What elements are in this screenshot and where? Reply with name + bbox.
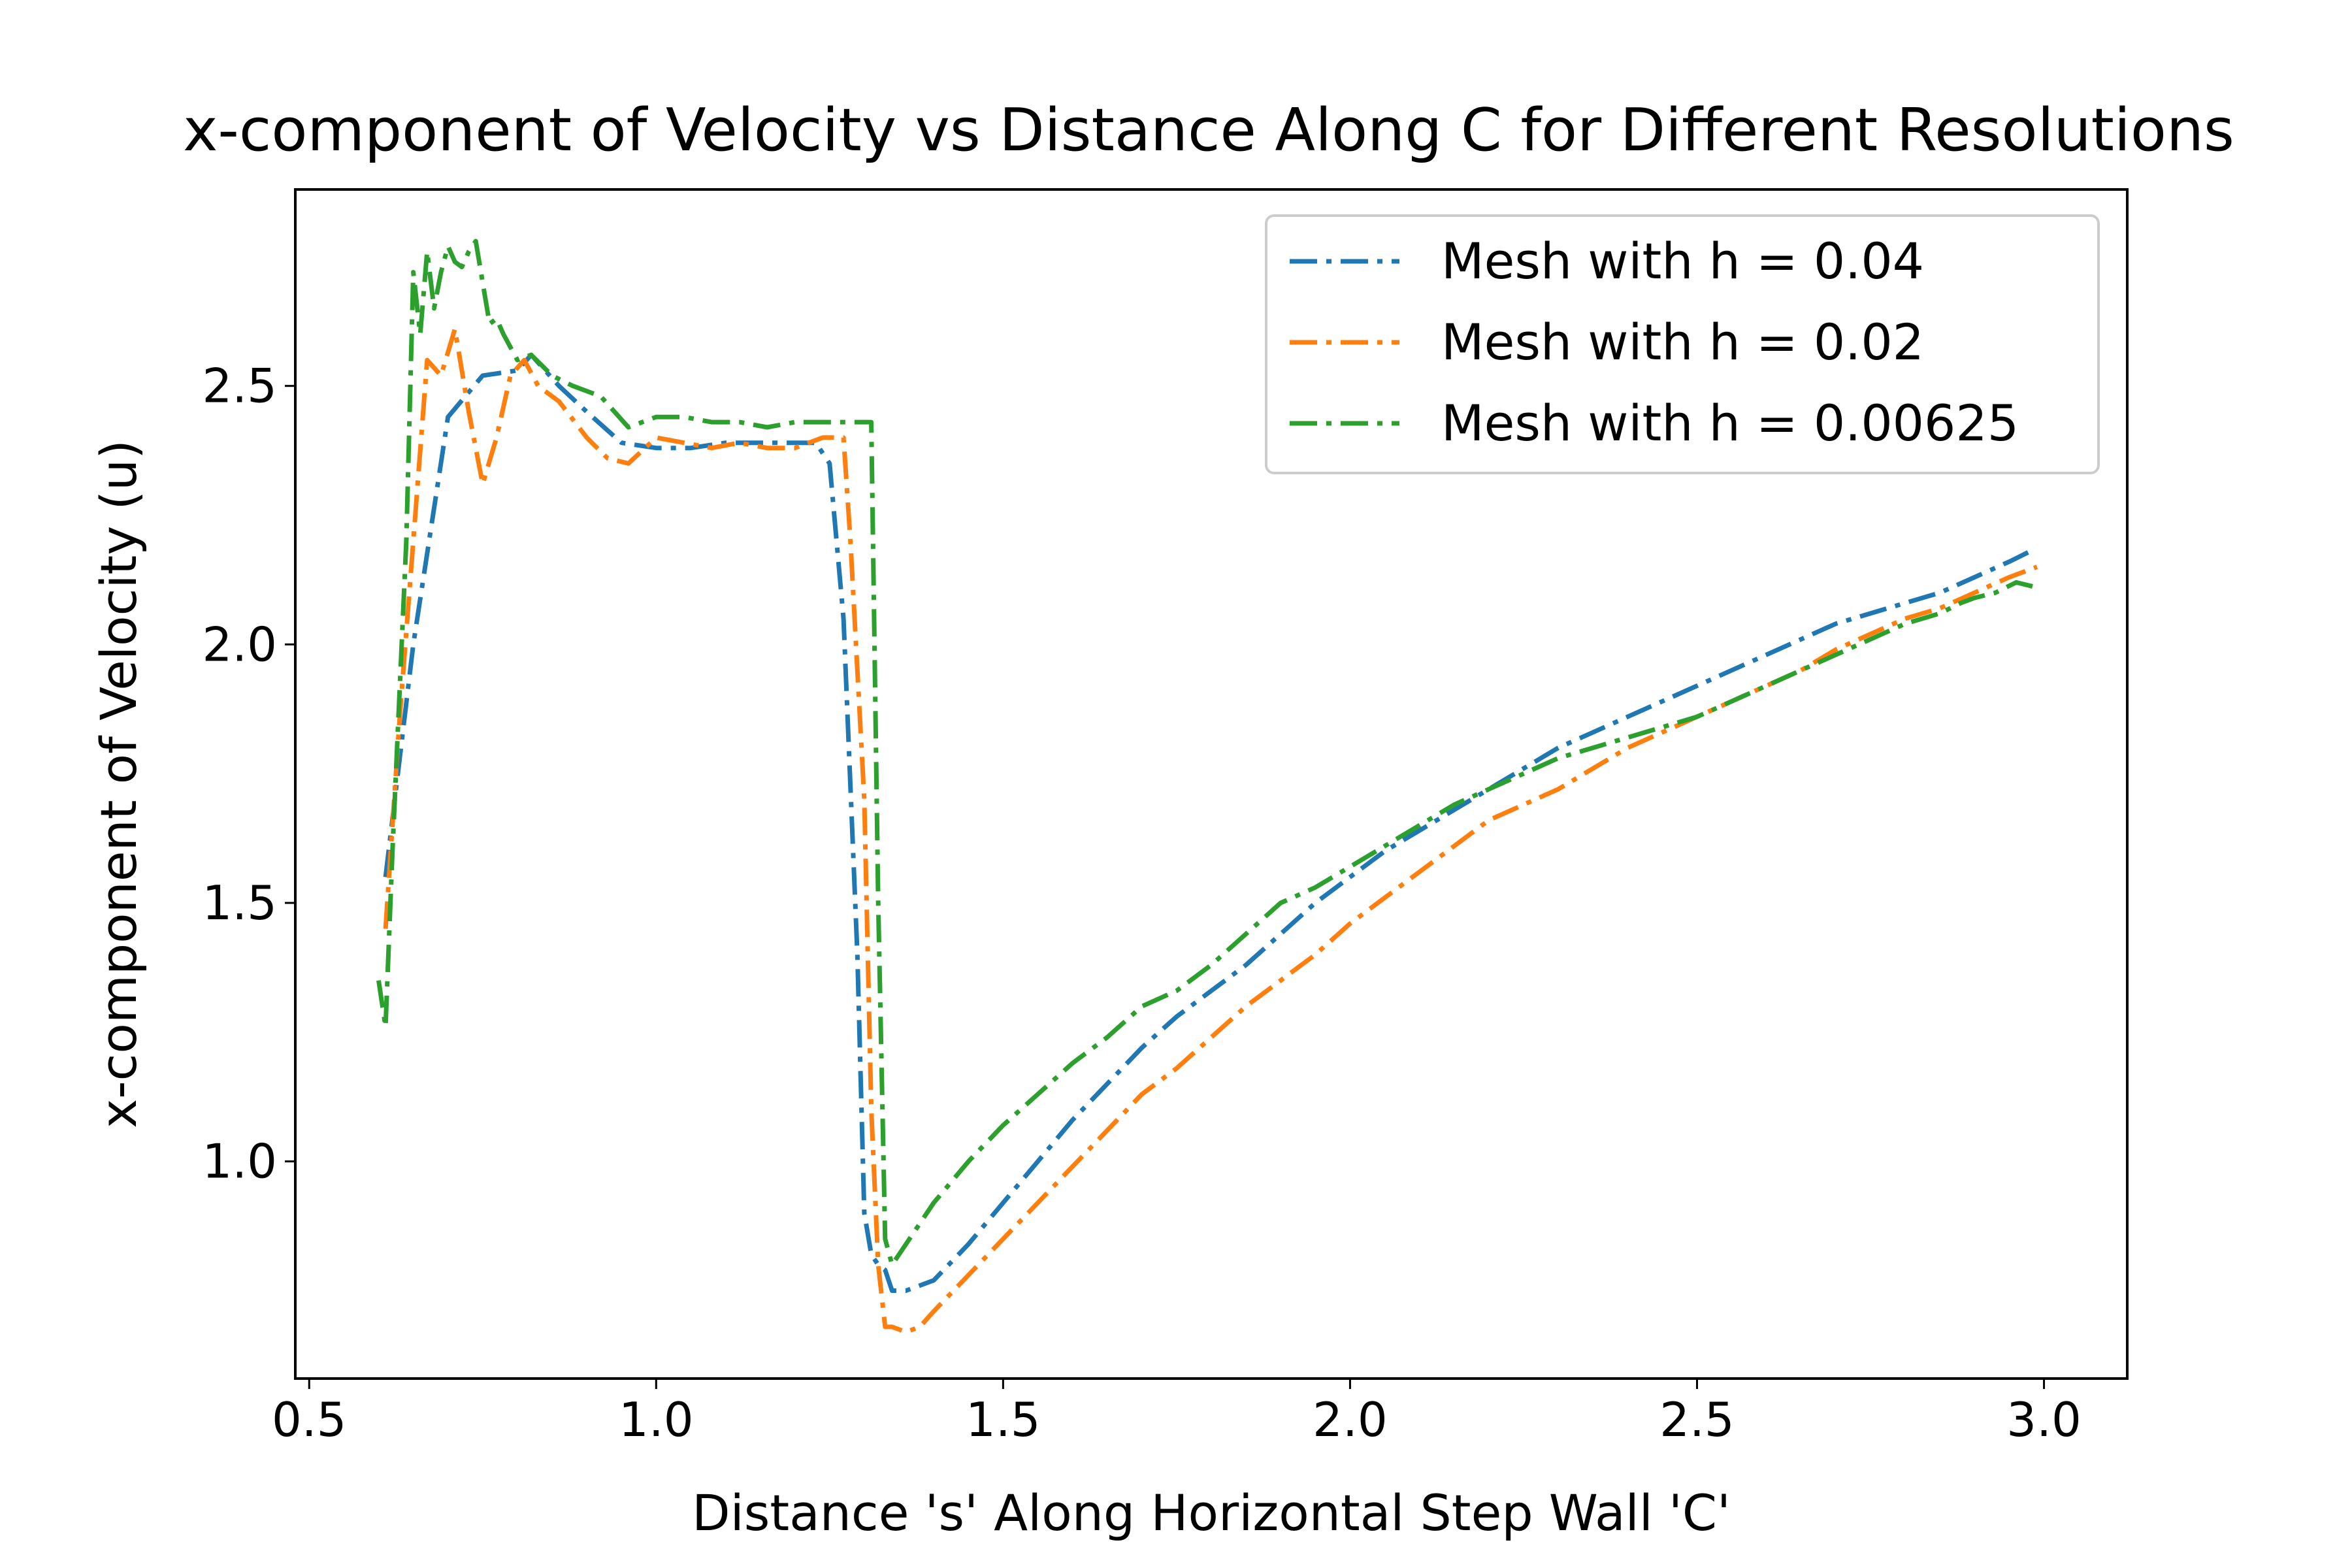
series-line-3	[376, 238, 2038, 1267]
x-tick-label: 1.0	[619, 1392, 694, 1447]
plot-area	[294, 188, 2129, 1380]
x-tick-label: 3.0	[2006, 1392, 2082, 1447]
legend-label-2: Mesh with h = 0.02	[1441, 313, 1924, 371]
x-tick-label: 2.5	[1659, 1392, 1735, 1447]
series-line-2	[383, 327, 2038, 1335]
chart-title: x-component of Velocity vs Distance Alon…	[183, 96, 2234, 165]
x-tick-label: 1.5	[966, 1392, 1041, 1447]
legend-label-1: Mesh with h = 0.04	[1441, 232, 1924, 290]
axes-frame	[294, 188, 2129, 1380]
x-axis-label: Distance 's' Along Horizontal Step Wall …	[692, 1484, 1731, 1542]
x-tick-label: 2.0	[1313, 1392, 1388, 1447]
y-tick-label: 2.5	[202, 359, 277, 414]
legend: Mesh with h = 0.04 Mesh with h = 0.02 Mesh…	[1265, 214, 2100, 474]
legend-box	[1265, 214, 2100, 474]
y-axis: 1.0 1.5 2.0 2.5	[202, 359, 295, 1189]
y-tick-label: 1.5	[202, 875, 277, 930]
legend-label-3: Mesh with h = 0.00625	[1441, 394, 2019, 452]
y-tick-label: 1.0	[202, 1134, 277, 1189]
series-layer	[376, 238, 2038, 1335]
y-tick-label: 2.0	[202, 617, 277, 672]
y-axis-label: x-component of Velocity (u)	[90, 440, 148, 1128]
x-axis: 0.5 1.0 1.5 2.0 2.5 3.0	[272, 1379, 2082, 1447]
x-tick-label: 0.5	[272, 1392, 347, 1447]
series-line-1	[383, 352, 2031, 1293]
